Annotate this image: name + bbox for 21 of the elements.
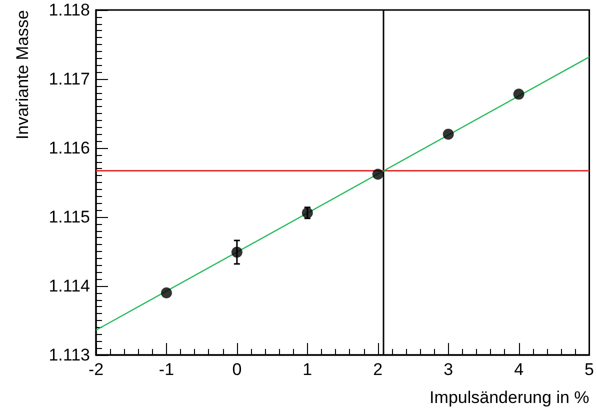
point [372, 168, 384, 180]
point [513, 88, 524, 100]
x-tick-label: 1 [302, 360, 312, 379]
y-tick-label: 1.118 [48, 0, 90, 20]
point [160, 287, 172, 298]
y-tick-label: 1.117 [48, 70, 90, 88]
point [442, 128, 454, 140]
y-axis-title: Invariante Masse [13, 10, 32, 140]
y-tick-label: 1.114 [48, 276, 90, 296]
x-axis-title: Impulsänderung in % [430, 388, 590, 407]
x-tick-label: 2 [373, 360, 383, 379]
point [231, 246, 242, 258]
x-tick-label: -1 [158, 360, 174, 379]
x-tick-label: 5 [584, 360, 594, 379]
x-tick-label: 3 [444, 360, 454, 379]
y-tick-label: 1.116 [48, 138, 90, 158]
x-tick-label: 0 [232, 360, 242, 379]
y-tick-label: 1.113 [48, 346, 90, 364]
x-tick-label: 4 [514, 360, 524, 379]
y-tick-label: 1.115 [48, 208, 90, 226]
x-tick-label: -2 [88, 360, 104, 379]
